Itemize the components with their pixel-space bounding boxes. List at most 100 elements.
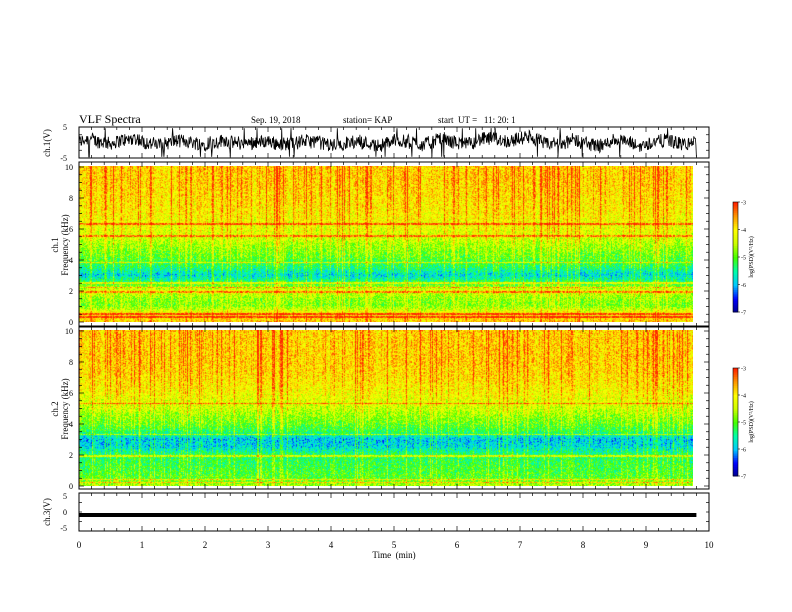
colorbar-swatch	[733, 266, 738, 269]
colorbar-swatch	[733, 391, 738, 394]
colorbar-swatch	[733, 211, 738, 214]
colorbar-swatch	[733, 255, 738, 258]
colorbar-swatch	[733, 295, 738, 298]
colorbar-swatch	[733, 375, 738, 378]
colorbar-swatch	[733, 268, 738, 271]
figure-title: VLF Spectra	[79, 112, 141, 126]
ch2-spectrogram-ticks: 0 2 4 6 8 10	[65, 327, 710, 491]
ch2-spectrogram-ylabel-ch: ch.2	[50, 401, 60, 416]
colorbar-swatch	[733, 398, 738, 401]
colorbar-tick-label: -7	[741, 311, 746, 317]
colorbar-swatch	[733, 382, 738, 385]
colorbar-swatch	[733, 214, 738, 218]
colorbar-swatch	[733, 386, 738, 389]
ch3-ytick-neg5: -5	[60, 524, 67, 533]
colorbar-swatch	[733, 224, 738, 227]
colorbar-swatch	[733, 220, 738, 223]
colorbar-swatch	[733, 308, 738, 311]
ch1-ytick-neg5: -5	[60, 154, 67, 163]
time-tick-label: 5	[392, 540, 397, 550]
freq-tick-label: 0	[69, 482, 73, 491]
colorbar-swatch	[733, 288, 738, 291]
colorbar-swatch	[733, 301, 738, 304]
colorbar-tick-label: -6	[741, 448, 746, 454]
time-tick-label: 3	[266, 540, 271, 550]
colorbar-swatch	[733, 299, 738, 302]
colorbar-swatch	[733, 470, 738, 473]
ch1-spectrogram-ylabel-freq: Frequency (kHz)	[60, 214, 70, 275]
colorbar-swatch	[733, 368, 738, 371]
colorbar-swatch	[733, 242, 738, 245]
colorbar-swatch	[733, 231, 738, 234]
ch1-waveform-ticks	[78, 126, 710, 159]
colorbar-swatch	[733, 445, 738, 448]
time-tick-label: 9	[644, 540, 649, 550]
colorbar-swatch	[733, 202, 738, 205]
colorbar-swatch	[733, 269, 738, 273]
colorbar-swatch	[733, 443, 738, 446]
time-tick-label: 0	[77, 540, 82, 550]
colorbar-swatch	[733, 260, 738, 263]
time-tick-label: 4	[329, 540, 334, 550]
time-tick-label: 2	[203, 540, 208, 550]
colorbar-swatch	[733, 227, 738, 230]
ch1-ytick-5: 5	[63, 123, 67, 132]
colorbar-swatch	[733, 244, 738, 247]
colorbar-swatch	[733, 253, 738, 256]
ch1-colorbar: -3 -4 -5 -6 -7 log(PSD)(V²/Hz)	[732, 201, 755, 317]
colorbar-swatch	[733, 472, 738, 475]
colorbar-swatch	[733, 282, 738, 285]
colorbar-swatch	[733, 407, 738, 410]
colorbar-tick-label: -4	[741, 394, 746, 400]
ch1-spectrogram-panel: 0 2 4 6 8 10 ch.1 Frequency (kHz) -3 -4 -5 -6 -7 l…	[50, 161, 755, 327]
colorbar-swatch	[733, 459, 738, 463]
colorbar-swatch	[733, 474, 738, 477]
ch1-spectrogram-ylabel-ch: ch.1	[50, 237, 60, 252]
ch3-ylabel: ch.3(V)	[42, 498, 52, 526]
colorbar-swatch	[733, 258, 738, 262]
colorbar-swatch	[733, 203, 738, 207]
colorbar-tick-label: -3	[741, 201, 746, 207]
colorbar-swatch	[733, 387, 738, 391]
colorbar-swatch	[733, 463, 738, 466]
colorbar-swatch	[733, 277, 738, 280]
colorbar-swatch	[733, 218, 738, 221]
colorbar-swatch	[733, 413, 738, 416]
time-axis-label: Time (min)	[372, 550, 415, 560]
colorbar-swatch	[733, 291, 738, 295]
colorbar-swatch	[733, 275, 738, 278]
colorbar-swatch	[733, 440, 738, 443]
colorbar-swatch	[733, 240, 738, 243]
colorbar-swatch	[733, 304, 738, 307]
freq-tick-label: 6	[69, 225, 73, 234]
colorbar-swatch	[733, 369, 738, 373]
colorbar-tick-label: -3	[741, 367, 746, 373]
colorbar-swatch	[733, 225, 738, 229]
colorbar-tick-label: -5	[741, 256, 746, 262]
colorbar-swatch	[733, 216, 738, 219]
colorbar-tick-label: -6	[741, 283, 746, 289]
time-tick-label: 6	[455, 540, 460, 550]
freq-tick-label: 2	[69, 287, 73, 296]
colorbar-swatch	[733, 273, 738, 276]
freq-tick-label: 6	[69, 389, 73, 398]
colorbar-swatch	[733, 233, 738, 236]
colorbar-swatch	[733, 436, 738, 439]
colorbar-swatch	[733, 454, 738, 457]
ch2-spectrogram-ylabel-freq: Frequency (kHz)	[60, 378, 70, 439]
colorbar-swatch	[733, 402, 738, 405]
ch1-ylabel: ch.1(V)	[42, 129, 52, 157]
colorbar-swatch	[733, 238, 738, 241]
colorbar-swatch	[733, 222, 738, 225]
colorbar-swatch	[733, 378, 738, 382]
colorbar-swatch	[733, 461, 738, 464]
colorbar-swatch	[733, 396, 738, 400]
colorbar-swatch	[733, 207, 738, 210]
colorbar-swatch	[733, 209, 738, 212]
figure-start-time: start UT = 11: 20: 1	[438, 115, 516, 125]
colorbar-swatch	[733, 411, 738, 414]
freq-tick-label: 2	[69, 451, 73, 460]
colorbar-swatch	[733, 404, 738, 407]
ch2-spectrogram-panel: 0 2 4 6 8 10 ch.2 Frequency (kHz) -3 -4 -5 -6 -7 l…	[50, 326, 755, 491]
ch3-waveform-frame	[78, 492, 710, 532]
